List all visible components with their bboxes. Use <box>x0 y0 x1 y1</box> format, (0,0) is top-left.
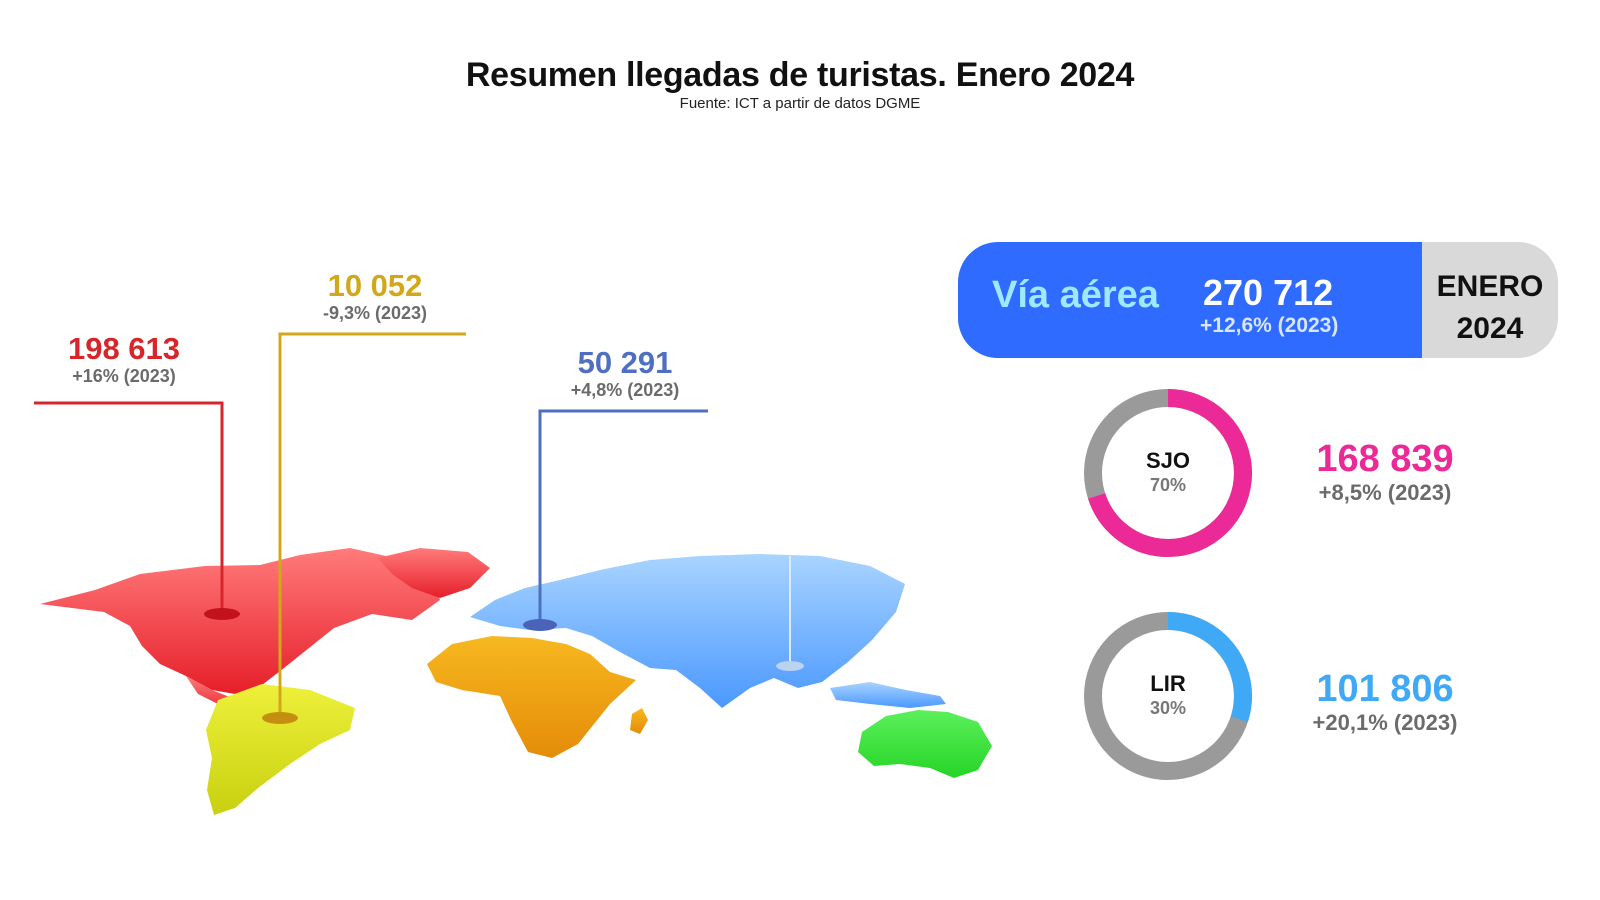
europe-change: +4,8% (2023) <box>570 380 680 400</box>
greenland-shape <box>378 548 490 598</box>
sjo-code: SJO <box>1145 448 1191 473</box>
lir-code: LIR <box>1150 671 1186 696</box>
north-america-callout: 198 613 +16% (2023) <box>44 331 204 387</box>
lir-change: +20,1% (2023) <box>1312 710 1458 735</box>
air-arrivals-value: 270 712 <box>1203 272 1334 313</box>
indonesia-shape <box>830 682 946 708</box>
south-america-marker <box>262 712 298 724</box>
africa-shape <box>427 636 636 758</box>
air-arrivals-change: +12,6% (2023) <box>1200 314 1339 337</box>
europe-callout-line <box>538 409 708 624</box>
period-panel: ENERO 2024 <box>1422 242 1558 358</box>
period-label: ENERO 2024 <box>1422 266 1558 350</box>
north-america-value: 198 613 <box>67 331 181 366</box>
europe-marker <box>523 619 557 631</box>
sjo-stat: 168 839 +8,5% (2023) <box>1290 438 1480 506</box>
period-month: ENERO <box>1436 270 1544 303</box>
europe-callout: 50 291 +4,8% (2023) <box>550 345 700 401</box>
lir-share: 30% <box>1149 698 1187 718</box>
sjo-share: 70% <box>1149 475 1187 495</box>
south-america-value: 10 052 <box>327 268 423 303</box>
air-arrivals-panel: Vía aérea 270 712 +12,6% (2023) <box>958 242 1422 358</box>
north-america-callout-line <box>34 401 224 612</box>
lir-donut-share-arc <box>1084 612 1252 780</box>
north-america-change: +16% (2023) <box>72 366 176 386</box>
lir-stat: 101 806 +20,1% (2023) <box>1290 668 1480 736</box>
sjo-donut <box>1084 389 1252 557</box>
sjo-value: 168 839 <box>1316 438 1454 480</box>
lir-donut <box>1084 612 1252 780</box>
sjo-change: +8,5% (2023) <box>1318 480 1452 505</box>
air-arrivals-label: Vía aérea <box>992 274 1159 316</box>
north-america-marker <box>204 608 240 620</box>
asia-marker <box>776 661 804 671</box>
australia-shape <box>858 710 992 778</box>
south-america-shape <box>206 684 355 815</box>
air-arrivals-banner: Vía aérea 270 712 +12,6% (2023) ENERO 20… <box>958 242 1558 358</box>
lir-donut-label: LIR 30% <box>1108 671 1228 719</box>
source-note: Fuente: ICT a partir de datos DGME <box>679 95 921 112</box>
north-america-shape <box>40 548 440 694</box>
period-year: 2024 <box>1456 312 1524 345</box>
europe-value: 50 291 <box>577 345 673 380</box>
lir-value: 101 806 <box>1316 668 1454 710</box>
south-america-callout: 10 052 -9,3% (2023) <box>290 268 460 324</box>
page-title: Resumen llegadas de turistas. Enero 2024 <box>465 56 1135 94</box>
sjo-donut-share-arc <box>1084 389 1252 557</box>
south-america-callout-line <box>278 332 466 714</box>
south-america-change: -9,3% (2023) <box>322 303 428 323</box>
madagascar-shape <box>630 708 648 734</box>
sjo-donut-label: SJO 70% <box>1108 448 1228 496</box>
